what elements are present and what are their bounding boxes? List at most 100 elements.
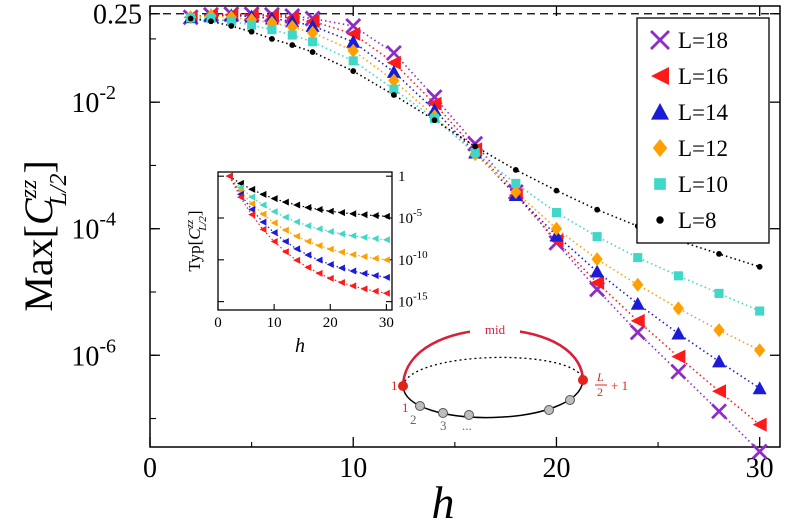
point-L=10-h28 xyxy=(714,288,724,298)
inset-point-L=12-h22 xyxy=(337,248,345,256)
inset-y-title-symbol: C xyxy=(185,228,204,240)
legend-marker-L=14 xyxy=(651,103,669,120)
point-L=12-h22 xyxy=(591,252,603,267)
point-L=10-h7 xyxy=(287,30,297,40)
inset-point-L=10-h10 xyxy=(270,208,278,216)
mid-label-background xyxy=(470,321,520,339)
legend-label-L=14: L=14 xyxy=(678,100,729,125)
inset-point-L=16-h28 xyxy=(371,287,379,295)
chain-sites xyxy=(415,395,575,420)
series-line-L=10 xyxy=(190,17,761,312)
svg-text:Max[CzzL/2]: Max[Czz L/2] xyxy=(16,160,72,311)
y-axis-title-close: ] xyxy=(16,160,61,173)
point-L=12-h26 xyxy=(672,301,684,316)
point-L=8-h6 xyxy=(269,36,275,42)
y-axis-title-symbol: C xyxy=(16,197,61,225)
point-L=16-h30 xyxy=(752,417,767,432)
point-L=8-h4 xyxy=(228,23,235,29)
inset-y-title: Typ[CzzL/2] xyxy=(184,210,209,271)
inset-point-L=14-h28 xyxy=(371,272,379,280)
inset-point-L=10-h24 xyxy=(349,232,357,240)
inset-point-L=12-h6 xyxy=(248,200,256,208)
inset-x-tick-label-20: 20 xyxy=(323,315,338,331)
point-L=14-h8 xyxy=(305,18,320,32)
inset-point-L=10-h6 xyxy=(248,193,256,201)
inset-point-L=10-h8 xyxy=(259,201,267,209)
point-L=10-h6 xyxy=(267,25,277,35)
inset-point-L=14-h24 xyxy=(349,267,357,275)
x-tick-label-10: 10 xyxy=(339,453,367,484)
site-mid-label-den: 2 xyxy=(597,385,603,399)
inset-x-tick-label-0: 0 xyxy=(214,315,222,331)
inset-point-L=16-h16 xyxy=(304,263,312,271)
point-L=12-h18 xyxy=(510,185,522,200)
point-L=14-h28 xyxy=(712,354,727,368)
inset-y-title-close: ] xyxy=(185,210,204,216)
inset-x-title: h xyxy=(295,335,305,357)
inset-point-L=8-h24 xyxy=(349,210,357,218)
chain-site-5 xyxy=(565,395,575,405)
point-L=12-h24 xyxy=(632,277,644,292)
inset-point-L=16-h10 xyxy=(270,238,278,246)
point-L=10-h4 xyxy=(226,16,236,26)
site-first-label: 1 xyxy=(391,378,398,393)
point-L=10-h18 xyxy=(511,178,521,188)
point-L=8-h8 xyxy=(309,49,316,55)
point-L=10-h5 xyxy=(247,20,257,30)
inset-series-line-L=12 xyxy=(228,175,387,261)
point-L=8-h2 xyxy=(187,15,194,22)
inset-point-L=10-h20 xyxy=(326,228,334,236)
inset-point-L=14-h20 xyxy=(326,260,334,268)
point-L=8-h22 xyxy=(594,206,600,213)
inset-point-L=16-h18 xyxy=(315,269,323,277)
inset-point-L=10-h22 xyxy=(337,230,345,238)
site-mid-dot xyxy=(578,375,588,385)
point-L=8-h30 xyxy=(756,263,763,270)
site-mid-label-num: L xyxy=(596,370,604,384)
chain-label-1: 1 xyxy=(402,400,409,415)
inset-point-L=8-h16 xyxy=(304,203,312,211)
inset-point-L=12-h26 xyxy=(360,253,368,261)
point-L=8-h7 xyxy=(289,42,296,48)
inset-point-L=8-h14 xyxy=(293,201,301,209)
inset-point-L=16-h30 xyxy=(382,289,390,297)
point-L=10-h10 xyxy=(348,56,358,66)
spin-chain-diagram: mid 1 L 2 + 1 1 2 3 ... xyxy=(391,321,628,433)
inset-point-L=8-h22 xyxy=(337,209,345,217)
y-axis-title-subscript: L/2 xyxy=(46,174,72,207)
main-plot-frame xyxy=(149,5,781,448)
y-axis-title-main: Max[ xyxy=(16,225,61,312)
main-series-lines xyxy=(190,13,761,453)
inset-y-tick-label-0: 1 xyxy=(398,169,406,185)
point-L=8-h16 xyxy=(472,143,479,150)
inset-point-L=10-h14 xyxy=(293,218,301,226)
y-tick-label-3: 10-6 xyxy=(71,335,116,372)
point-L=10-h24 xyxy=(633,253,643,263)
point-L=12-h30 xyxy=(754,343,766,358)
inset-point-L=14-h30 xyxy=(382,273,390,281)
inset-point-L=14-h14 xyxy=(293,245,301,253)
point-L=16-h12 xyxy=(386,55,401,70)
point-L=8-h5 xyxy=(248,28,255,35)
inset-point-L=8-h8 xyxy=(259,190,267,198)
inset-point-L=14-h18 xyxy=(315,256,323,264)
y-tick-label-2: 10-4 xyxy=(71,209,116,246)
chain-site-3 xyxy=(464,410,474,420)
inset-point-L=8-h18 xyxy=(315,205,323,213)
inset-point-L=8-h26 xyxy=(360,211,368,219)
inset-point-L=10-h12 xyxy=(281,213,289,221)
series-line-L=8 xyxy=(190,17,760,268)
chain-site-2 xyxy=(438,408,448,418)
inset-point-L=8-h30 xyxy=(382,212,390,220)
inset-series-points xyxy=(225,172,390,297)
legend-label-L=12: L=12 xyxy=(678,136,728,161)
point-L=16-h24 xyxy=(630,313,645,328)
inset-point-L=10-h16 xyxy=(304,222,312,230)
y-tick-label-0: 0.25 xyxy=(93,0,142,31)
legend-label-L=18: L=18 xyxy=(678,28,728,53)
chain-label-3: 3 xyxy=(440,418,447,433)
inset-point-L=14-h16 xyxy=(304,251,312,259)
point-L=18-h30 xyxy=(751,443,768,460)
point-L=14-h26 xyxy=(671,326,686,340)
